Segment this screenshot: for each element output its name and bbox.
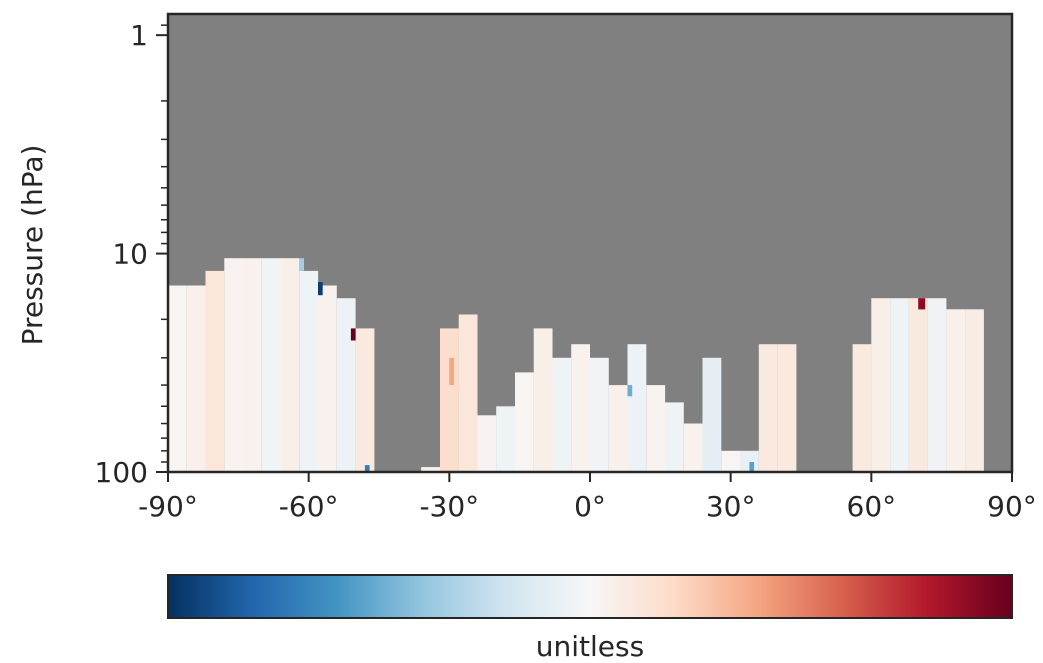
heatmap-column <box>336 298 356 472</box>
heatmap-column <box>440 328 459 472</box>
colorbar-gradient <box>167 574 1013 619</box>
heatmap-column <box>608 385 628 472</box>
heatmap-column <box>890 298 909 472</box>
heatmap-cell <box>364 465 370 472</box>
heatmap-column <box>355 328 375 472</box>
heatmap-cells <box>168 258 984 472</box>
x-tick-label: 0° <box>574 490 606 523</box>
heatmap-cell <box>318 282 323 296</box>
colorbar <box>167 574 1013 619</box>
heatmap-column <box>477 415 497 472</box>
heatmap-column <box>646 385 666 472</box>
y-tick-label: 100 <box>95 456 148 489</box>
heatmap-column <box>683 423 703 472</box>
heatmap-column <box>205 270 225 472</box>
heatmap-column <box>224 258 244 472</box>
y-axis: 1 10 100 <box>95 19 168 489</box>
x-tick-label: -90° <box>138 490 198 523</box>
heatmap-column <box>496 406 515 472</box>
heatmap-column <box>927 298 947 472</box>
heatmap-column <box>552 357 572 472</box>
heatmap-column <box>318 285 337 472</box>
y-axis-label: Pressure (hPa) <box>16 145 49 346</box>
heatmap-column <box>571 344 590 472</box>
heatmap-column <box>758 344 778 472</box>
heatmap-cell <box>749 462 755 472</box>
plot-area <box>166 12 1014 474</box>
heatmap-column <box>852 344 872 472</box>
heatmap-column <box>533 328 553 472</box>
heatmap-column <box>590 357 609 472</box>
heatmap-column <box>908 298 928 472</box>
heatmap-column <box>243 258 262 472</box>
x-tick-label: 90° <box>987 490 1037 523</box>
y-tick-label: 1 <box>130 19 148 52</box>
colorbar-label: unitless <box>536 630 644 663</box>
heatmap-column <box>777 344 797 472</box>
heatmap-column <box>946 309 966 472</box>
heatmap-cell <box>299 258 304 271</box>
heatmap-column <box>965 309 984 472</box>
heatmap-column <box>458 314 478 472</box>
heatmap-column <box>627 344 647 472</box>
heatmap-column <box>186 285 206 472</box>
heatmap-column <box>702 357 722 472</box>
x-tick-label: -30° <box>419 490 479 523</box>
y-tick-label: 10 <box>112 238 148 271</box>
heatmap-cell <box>449 357 454 386</box>
x-tick-label: -60° <box>279 490 339 523</box>
heatmap-column <box>665 402 684 472</box>
heatmap-column <box>261 258 281 472</box>
heatmap-column <box>721 450 741 472</box>
heatmap-column <box>871 298 891 472</box>
x-tick-label: 30° <box>706 490 756 523</box>
heatmap-cell <box>350 328 356 341</box>
heatmap-column <box>168 285 187 472</box>
heatmap-column <box>280 258 300 472</box>
x-axis: -90° -60° -30° 0° 30° 60° 90° <box>138 472 1037 523</box>
heatmap-column <box>515 372 534 472</box>
heatmap-column <box>299 270 319 472</box>
x-tick-label: 60° <box>847 490 897 523</box>
heatmap-cell <box>918 298 926 310</box>
heatmap-cell <box>627 385 633 397</box>
heatmap-column <box>421 467 440 472</box>
